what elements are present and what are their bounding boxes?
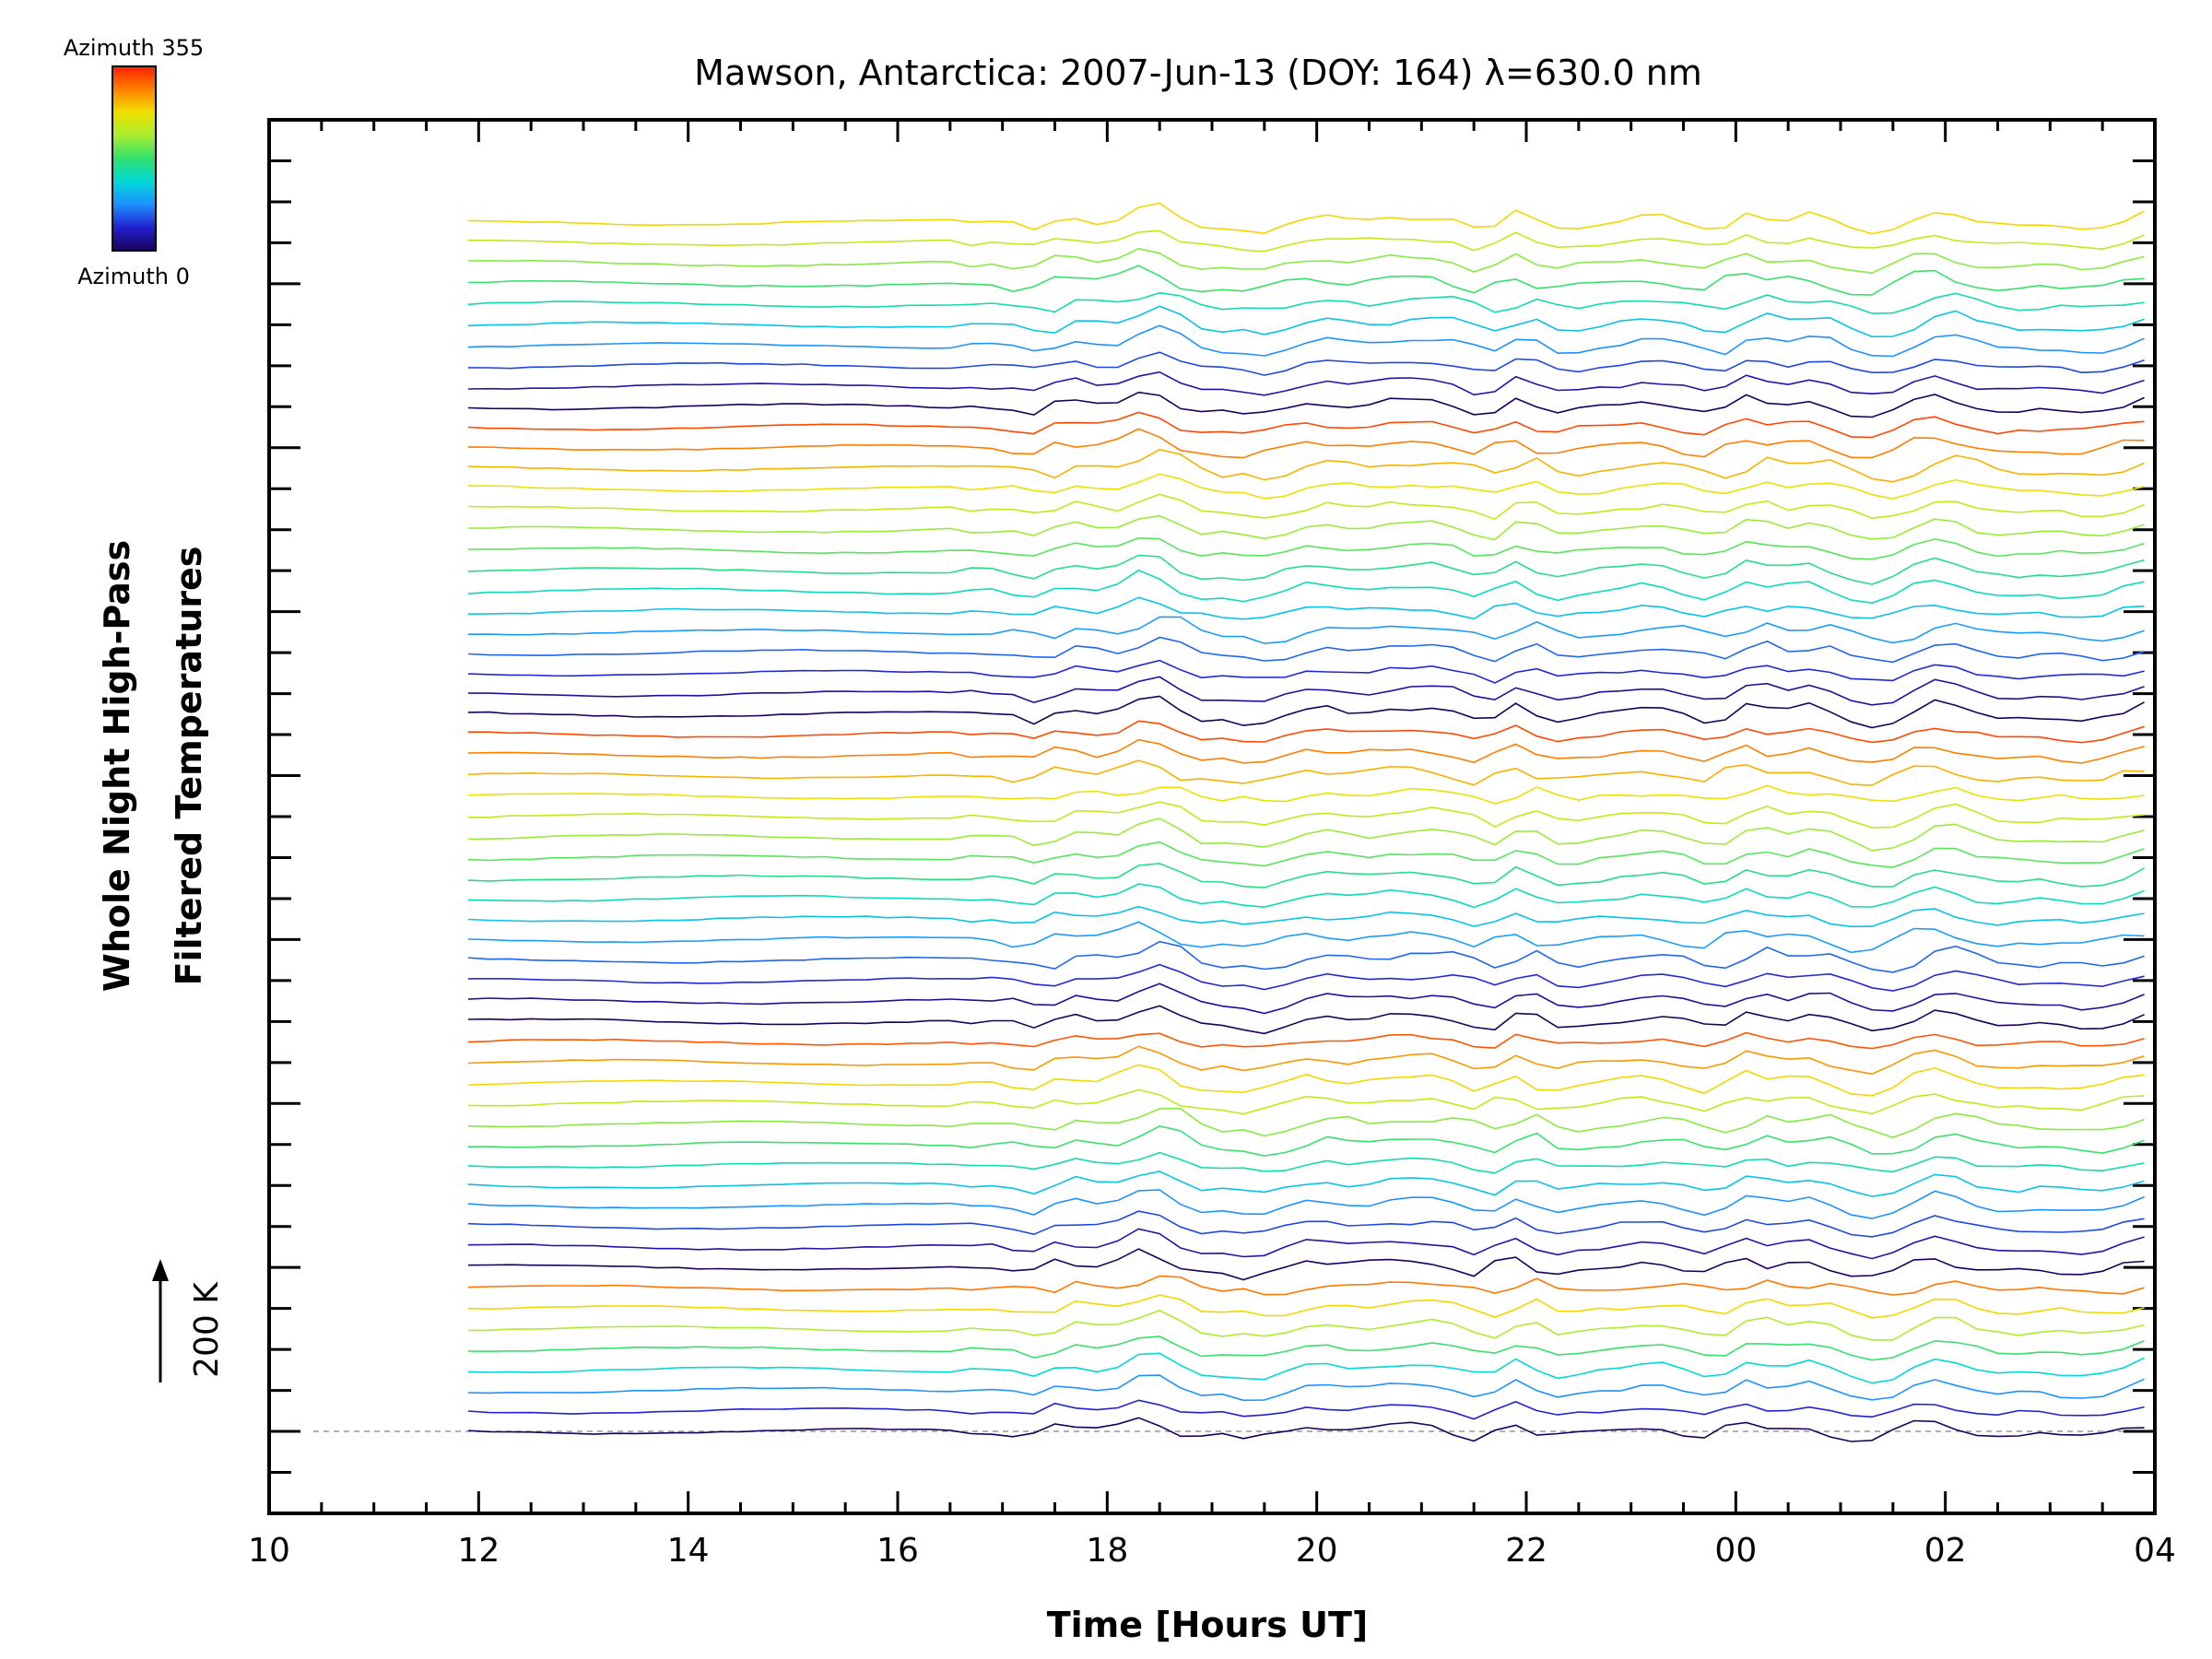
- series-line: [467, 1335, 2145, 1361]
- scale-indicator: 200 K: [152, 1259, 226, 1382]
- x-axis-label: Time [Hours UT]: [1047, 1605, 1369, 1645]
- chart-title: Mawson, Antarctica: 2007-Jun-13 (DOY: 16…: [694, 53, 1702, 93]
- series-line: [467, 324, 2145, 358]
- series-line: [467, 371, 2145, 396]
- series-line: [467, 1124, 2145, 1157]
- series-line: [467, 1088, 2145, 1115]
- plot-frame: [267, 118, 2157, 1515]
- plot-border: [267, 118, 2157, 1515]
- series-line: [467, 596, 2145, 620]
- series-line: [467, 428, 2145, 459]
- x-tick-label: 10: [248, 1532, 290, 1570]
- series-line: [467, 659, 2145, 684]
- series-line: [467, 291, 2145, 314]
- series-line: [467, 1399, 2145, 1420]
- series-line: [467, 1374, 2145, 1402]
- x-tick-label: 20: [1296, 1532, 1338, 1570]
- series-line: [467, 759, 2145, 786]
- series-line: [467, 982, 2145, 1015]
- x-tick-label: 00: [1714, 1532, 1757, 1570]
- x-tick-label: 02: [1924, 1532, 1967, 1570]
- series-layer: [467, 202, 2145, 1442]
- series-line: [467, 784, 2145, 805]
- series-line: [467, 305, 2145, 338]
- series-line: [467, 569, 2145, 605]
- series-line: [467, 1064, 2145, 1097]
- series-line: [467, 636, 2145, 664]
- series-line: [467, 940, 2145, 973]
- series-line: [467, 1352, 2145, 1384]
- series-line: [467, 448, 2145, 483]
- y-axis-label-line1: Whole Night High-Pass: [97, 540, 137, 992]
- x-tick-label: 16: [877, 1532, 919, 1570]
- series-line: [467, 229, 2145, 253]
- series-line: [467, 1294, 2145, 1319]
- series-line: [467, 921, 2145, 954]
- series-line: [467, 905, 2145, 928]
- series-line: [467, 883, 2145, 909]
- series-line: [468, 676, 2145, 706]
- series-line: [467, 1210, 2145, 1238]
- colorbar-legend: Azimuth 355 Azimuth 0: [64, 35, 204, 289]
- series-line: [467, 1031, 2145, 1050]
- series-line: [467, 695, 2145, 729]
- series-line: [468, 1309, 2145, 1341]
- series-line: [467, 1248, 2145, 1281]
- colorbar-top-label: Azimuth 355: [64, 35, 204, 61]
- series-line: [467, 1228, 2145, 1260]
- series-line: [467, 963, 2145, 992]
- x-tick-label: 22: [1505, 1532, 1547, 1570]
- colorbar-gradient: [112, 65, 157, 252]
- y-axis-label-line2: Filtered Temperatures: [169, 547, 209, 986]
- colorbar-bottom-label: Azimuth 0: [77, 264, 190, 289]
- series-line: [467, 616, 2145, 644]
- series-line: [468, 720, 2145, 744]
- series-line: [467, 247, 2145, 275]
- x-tick-label: 14: [667, 1532, 710, 1570]
- series-line: [467, 818, 2145, 852]
- series-line: [467, 801, 2145, 829]
- series-line: [467, 351, 2145, 376]
- series-line: [467, 1189, 2145, 1219]
- series-line: [467, 202, 2145, 235]
- series-line: [467, 1417, 2145, 1442]
- scale-label: 200 K: [188, 1281, 226, 1378]
- x-tick-label: 18: [1086, 1532, 1128, 1570]
- series-line: [467, 1045, 2145, 1076]
- series-line: [467, 1005, 2145, 1035]
- x-tick-label: 12: [457, 1532, 500, 1570]
- series-line: [467, 1275, 2145, 1296]
- series-line: [467, 493, 2145, 521]
- series-line: [467, 514, 2145, 541]
- x-tick-label: 04: [2134, 1532, 2176, 1570]
- series-line: [467, 536, 2145, 560]
- series-line: [467, 554, 2145, 585]
- series-line: [467, 841, 2145, 868]
- series-line: [467, 411, 2145, 439]
- series-line: [467, 473, 2145, 500]
- series-line: [467, 1151, 2145, 1174]
- axes: 10 12 14 16 18 20 22 00 02 04: [248, 120, 2176, 1570]
- series-line: [467, 265, 2145, 296]
- series-line: [467, 738, 2145, 764]
- series-line: [467, 1107, 2145, 1138]
- series-line: [467, 863, 2145, 888]
- scale-arrow-head: [152, 1259, 169, 1281]
- series-line: [467, 1171, 2145, 1197]
- series-line: [467, 391, 2145, 418]
